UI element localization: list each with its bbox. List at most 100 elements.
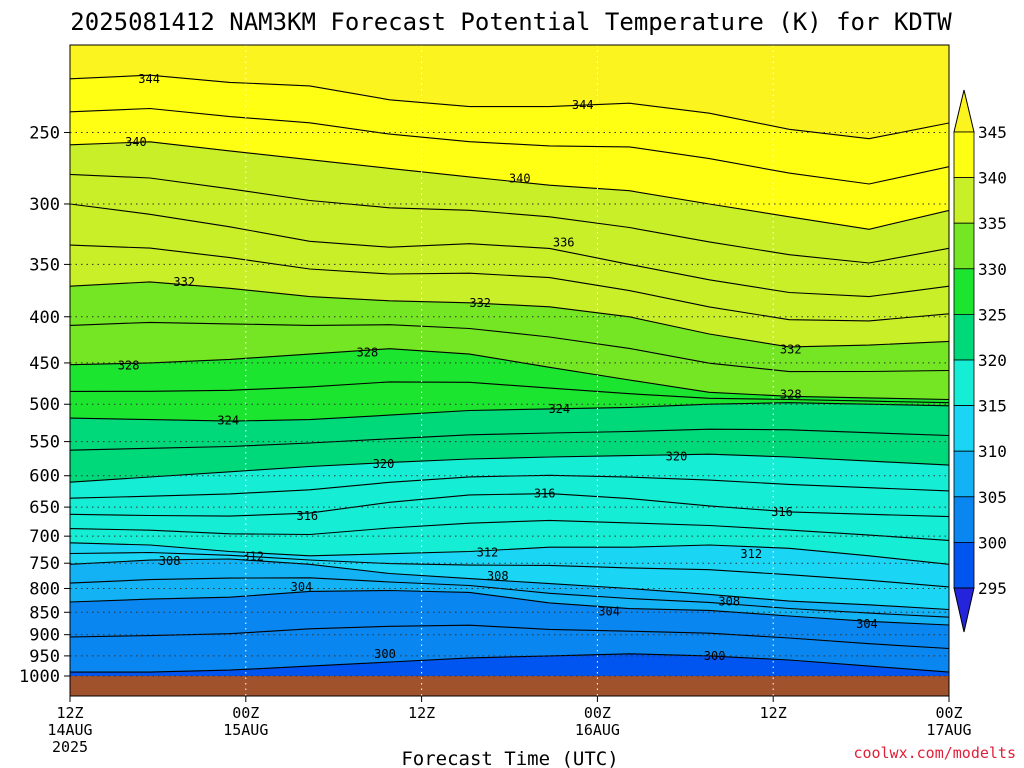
colorbar-label: 330 (978, 260, 1007, 279)
chart-title: 2025081412 NAM3KM Forecast Potential Tem… (70, 8, 952, 36)
x-tick-label: 12Z (760, 704, 787, 722)
colorbar-swatch (953, 359, 975, 406)
y-tick-label: 450 (29, 354, 60, 374)
y-tick-label: 650 (29, 498, 60, 518)
isentrope-contours (70, 74, 949, 673)
isentrope-300 (70, 653, 949, 673)
x-tick-label: 12Z (408, 704, 435, 722)
isentrope-328 (70, 348, 949, 401)
colorbar-label: 305 (978, 488, 1007, 507)
colorbar-label: 310 (978, 442, 1007, 461)
y-tick-label: 1000 (19, 667, 60, 687)
y-tick-label: 850 (29, 603, 60, 623)
x-tick-label: 00Z (935, 704, 962, 722)
colorbar-bottom-arrow (953, 587, 975, 633)
isentrope-322 (70, 428, 949, 451)
contour-label: 308 (159, 554, 181, 568)
y-tick-label: 600 (29, 467, 60, 487)
contour-label: 328 (357, 345, 379, 359)
colorbar-label: 320 (978, 351, 1007, 370)
x-tick-label: 17AUG (926, 721, 971, 739)
isentrope-316 (70, 493, 949, 518)
isentrope-302 (70, 624, 949, 650)
contour-label: 300 (374, 647, 396, 661)
y-tick-label: 700 (29, 527, 60, 547)
colorbar: 345 340 335 330 325 320 315 310 305 300 295 (953, 89, 1007, 633)
colorbar-label: 315 (978, 397, 1007, 416)
colorbar-swatch (953, 542, 975, 589)
colorbar-label: 325 (978, 305, 1007, 324)
contour-label: 332 (173, 275, 195, 289)
contour-label: 328 (780, 388, 802, 402)
isentrope-326 (70, 381, 949, 404)
isentrope-318 (70, 474, 949, 499)
contour-label: 316 (534, 487, 556, 501)
colorbar-swatch (953, 131, 975, 178)
colorbar-swatch (953, 177, 975, 224)
y-axis: 250 300 350 400 450 500 550 600 650 700 750 800 850 9… (19, 123, 70, 687)
y-tick-label: 900 (29, 626, 60, 646)
y-tick-label: 800 (29, 580, 60, 600)
isentrope-342 (70, 107, 949, 185)
y-tick-label: 950 (29, 647, 60, 667)
isentrope-306 (70, 577, 949, 618)
y-tick-label: 750 (29, 554, 60, 574)
contour-label: 328 (118, 359, 140, 373)
isentrope-330 (70, 321, 949, 373)
isentrope-344 (70, 74, 949, 140)
contour-label: 304 (291, 580, 313, 594)
x-axis-label: Forecast Time (UTC) (401, 748, 618, 768)
isentrope-308 (70, 558, 949, 611)
isentrope-340 (70, 141, 949, 230)
isentrope-324 (70, 402, 949, 422)
y-tick-label: 350 (29, 255, 60, 275)
colorbar-label: 340 (978, 169, 1007, 188)
isentrope-314 (70, 519, 949, 541)
x-tick-label: 00Z (584, 704, 611, 722)
contour-label: 304 (856, 617, 878, 631)
contour-label: 332 (780, 343, 802, 357)
contour-label: 312 (477, 546, 499, 560)
credit-text: coolwx.com/modelts (853, 744, 1016, 762)
colorbar-label: 335 (978, 214, 1007, 233)
contour-label: 344 (138, 72, 160, 86)
colorbar-swatch (953, 222, 975, 270)
isentrope-304 (70, 589, 949, 626)
x-tick-label: 12Z (56, 704, 83, 722)
isentrope-332 (70, 281, 949, 348)
contour-label: 340 (125, 135, 147, 149)
colorbar-swatch (953, 405, 975, 452)
y-tick-label: 250 (29, 123, 60, 143)
colorbar-label: 300 (978, 533, 1007, 552)
colorbar-top-arrow (953, 89, 975, 133)
colorbar-label: 345 (978, 123, 1007, 142)
contour-label: 340 (509, 171, 531, 185)
contour-label: 336 (553, 236, 575, 250)
contour-label: 316 (296, 509, 318, 523)
x-tick-label: 14AUG (47, 721, 92, 739)
grid-lines (69, 45, 950, 696)
colorbar-swatch (953, 313, 975, 361)
contour-label: 316 (771, 505, 793, 519)
colorbar-swatch (953, 496, 975, 543)
isentrope-334 (70, 244, 949, 322)
isentrope-312 (70, 542, 949, 565)
contour-label: 324 (217, 413, 239, 427)
y-tick-label: 500 (29, 395, 60, 415)
x-tick-label: 00Z (232, 704, 259, 722)
contour-label: 320 (666, 449, 688, 463)
isentrope-336 (70, 203, 949, 298)
isentrope-338 (70, 173, 949, 264)
contour-label: 332 (469, 296, 491, 310)
x-tick-label: 2025 (52, 738, 88, 756)
contour-label: 308 (487, 569, 509, 583)
plot-frame (69, 44, 950, 697)
contour-label: 324 (548, 402, 570, 416)
ground-strip (70, 676, 949, 696)
potential-temperature-field (70, 45, 949, 696)
contour-label: 320 (373, 457, 395, 471)
contour-label: 312 (740, 547, 762, 561)
x-tick-label: 15AUG (223, 721, 268, 739)
